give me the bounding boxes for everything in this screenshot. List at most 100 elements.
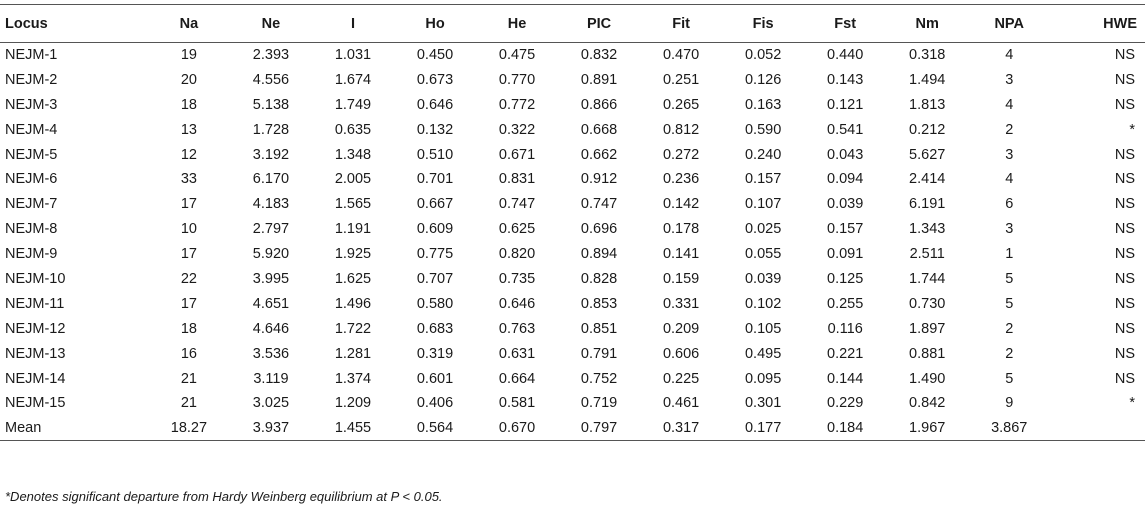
table-cell: NEJM-11	[5, 295, 65, 312]
table-cell: 0.881	[909, 345, 946, 362]
table-cell: 0.609	[416, 221, 454, 238]
table-cell: 3.192	[252, 146, 290, 163]
table-cell: 6	[1005, 196, 1014, 213]
table-cell: 0.866	[580, 96, 618, 113]
table-cell: 1.565	[334, 196, 372, 213]
table-cell: 0.229	[827, 395, 864, 412]
table-cell: NS	[1114, 345, 1135, 362]
table-cell: 0.055	[744, 246, 782, 263]
table-cell: 0.091	[827, 246, 864, 263]
table-cell: 3.536	[252, 345, 290, 362]
table-cell: 17	[180, 246, 197, 263]
table-cell: 21	[180, 395, 197, 412]
table-cell: NS	[1114, 196, 1135, 213]
table-cell: 0.143	[827, 71, 864, 88]
table-row: NEJM-9 17 5.920 1.925 0.775 0.820 0.894 0.141 0.…	[0, 242, 1145, 267]
table-cell: 0.668	[580, 121, 618, 138]
column-header-fis: Fis	[722, 4, 805, 43]
table-row: Mean 18.27 3.937 1.455 0.564 0.670 0.797 0.317 0…	[0, 415, 1145, 442]
table-cell: 1.281	[334, 345, 372, 362]
table-cell: 0.696	[580, 221, 618, 238]
table-cell: NEJM-12	[5, 320, 66, 337]
table-cell: 0.775	[416, 246, 454, 263]
table-cell: 0.236	[662, 171, 700, 188]
table-cell: 0.251	[662, 71, 700, 88]
table-cell: NS	[1114, 221, 1135, 238]
table-cell: NS	[1114, 270, 1135, 287]
table-cell: 0.625	[498, 221, 536, 238]
table-cell: 0.272	[662, 146, 700, 163]
table-row: NEJM-12 18 4.646 1.722 0.683 0.763 0.851 0.209 0…	[0, 316, 1145, 341]
table-cell: 0.828	[580, 270, 618, 287]
table-cell: 0.831	[498, 171, 536, 188]
table-cell: NS	[1114, 71, 1135, 88]
table-cell: 0.141	[662, 246, 700, 263]
table-cell: 0.331	[662, 295, 700, 312]
table-cell: 1.674	[334, 71, 372, 88]
table-cell: 0.747	[498, 196, 536, 213]
table-cell: NEJM-5	[5, 146, 58, 163]
table-cell: 0.851	[580, 320, 618, 337]
table-cell: 0.240	[744, 146, 782, 163]
table-cell: 0.832	[580, 47, 618, 64]
table-cell: 0.126	[744, 71, 782, 88]
table-cell: 0.791	[580, 345, 618, 362]
table-cell: 5	[1005, 270, 1014, 287]
table-cell: NEJM-2	[5, 71, 58, 88]
table-cell: 0.564	[394, 415, 477, 442]
table-cell: 4.183	[252, 196, 290, 213]
column-header-he: He	[476, 4, 559, 43]
table-cell: 10	[180, 221, 197, 238]
table-cell: NEJM-6	[5, 171, 58, 188]
table-cell: NEJM-10	[5, 270, 66, 287]
table-cell: 0.670	[476, 415, 559, 442]
column-header-fst: Fst	[804, 4, 887, 43]
table-row: NEJM-2 20 4.556 1.674 0.673 0.770 0.891 0.251 0.…	[0, 67, 1145, 92]
column-header-ho: Ho	[394, 4, 477, 43]
table-cell: 1.967	[886, 415, 969, 442]
table-cell: 33	[180, 171, 197, 188]
table-header: Locus Na Ne I Ho He PIC Fit Fis Fst Nm NPA HWE	[0, 4, 1145, 43]
table-cell: 0.178	[662, 221, 700, 238]
table-cell: 0.039	[827, 196, 864, 213]
table-cell: NS	[1114, 96, 1135, 113]
table-cell: 4.556	[252, 71, 290, 88]
table-cell: 0.664	[498, 370, 536, 387]
table-cell: NEJM-15	[5, 395, 66, 412]
table-cell: 0.184	[804, 415, 887, 442]
table-cell: 4.646	[252, 320, 290, 337]
table-cell: 0.116	[827, 320, 863, 337]
table-cell: 0.144	[827, 370, 864, 387]
table-cell: 0.159	[662, 270, 700, 287]
table-cell: NS	[1114, 295, 1135, 312]
table-cell: 0.440	[827, 47, 864, 64]
table-cell: 1.348	[334, 146, 372, 163]
table-cell: 18.27	[147, 415, 230, 442]
table-cell: 0.406	[416, 395, 454, 412]
table-cell: 0.667	[416, 196, 454, 213]
column-header-npa: NPA	[968, 4, 1051, 43]
table-cell	[1050, 415, 1145, 442]
table-cell: 2	[1005, 345, 1014, 362]
table-cell: 1.209	[334, 395, 372, 412]
table-cell: 2.797	[252, 221, 290, 238]
table-cell: 0.747	[580, 196, 618, 213]
column-header-fit: Fit	[640, 4, 723, 43]
table-row: NEJM-11 17 4.651 1.496 0.580 0.646 0.853 0.331 0…	[0, 291, 1145, 316]
table-cell: 5.920	[252, 246, 290, 263]
table-cell: 0.590	[744, 121, 782, 138]
table-cell: 0.673	[416, 71, 454, 88]
table-cell: 0.043	[827, 146, 864, 163]
table-cell: 2.414	[909, 171, 946, 188]
table-cell: 19	[180, 47, 197, 64]
locus-statistics-table: Locus Na Ne I Ho He PIC Fit Fis Fst Nm NPA HWE NEJM-…	[0, 4, 1145, 442]
table-cell: NEJM-9	[5, 246, 58, 263]
table-cell: 0.163	[744, 96, 782, 113]
table-cell: 0.121	[827, 96, 864, 113]
table-cell: 12	[180, 146, 197, 163]
table-cell: 0.772	[498, 96, 536, 113]
table-cell: 18	[180, 96, 197, 113]
table-cell: 17	[180, 295, 197, 312]
table-cell: 0.107	[744, 196, 782, 213]
